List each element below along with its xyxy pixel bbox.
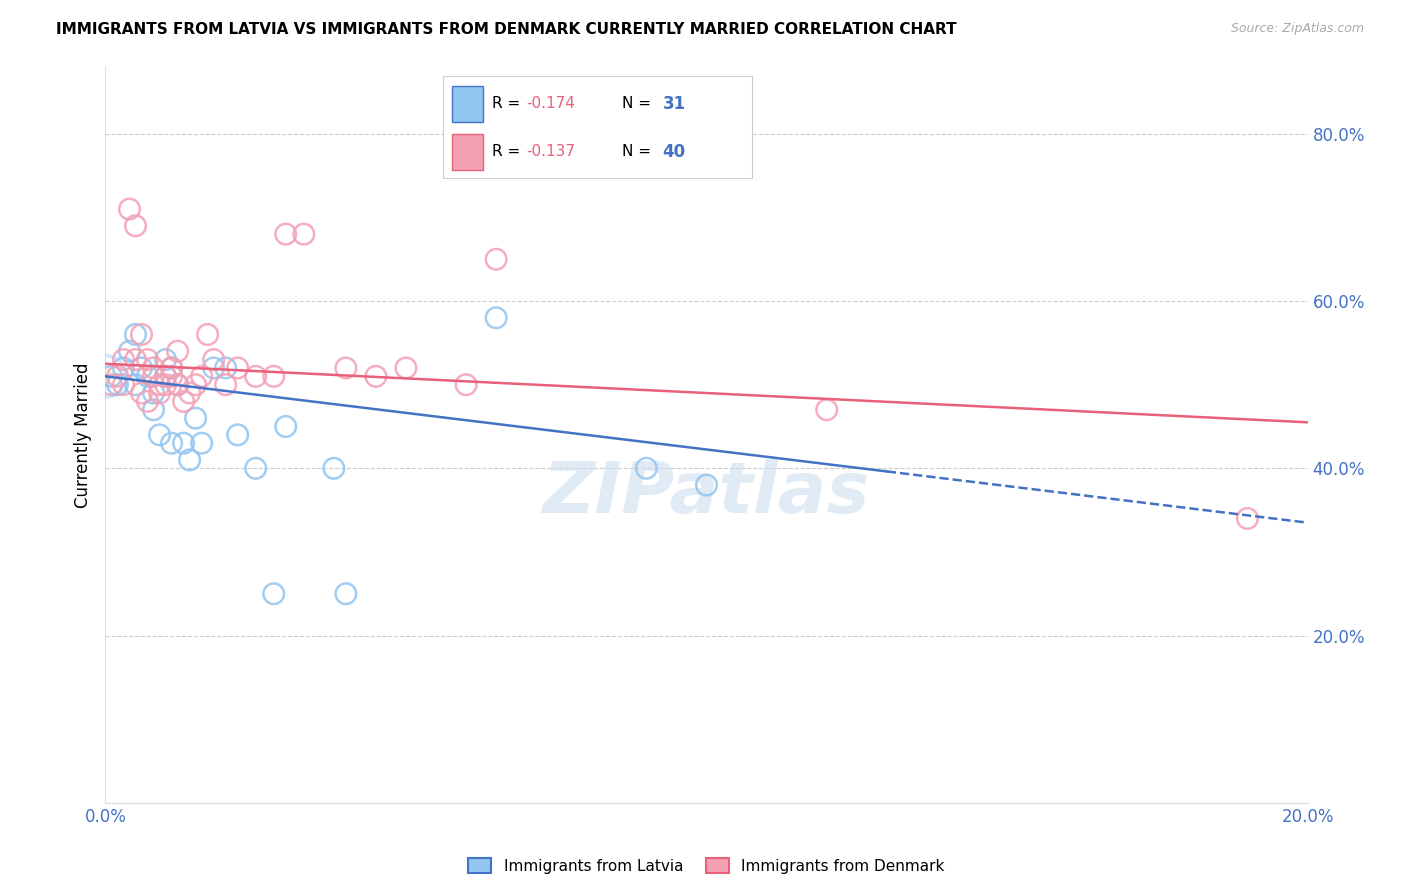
Bar xyxy=(453,87,484,122)
Point xyxy=(335,587,357,601)
Point xyxy=(485,310,508,325)
Point xyxy=(160,436,183,450)
Point xyxy=(190,436,212,450)
Point xyxy=(155,352,177,367)
Text: ZIPatlas: ZIPatlas xyxy=(543,459,870,528)
Point xyxy=(160,369,183,384)
Point xyxy=(131,386,153,401)
Point xyxy=(112,361,135,376)
Point xyxy=(160,361,183,376)
Point xyxy=(112,352,135,367)
Point xyxy=(202,352,225,367)
Point xyxy=(214,377,236,392)
Bar xyxy=(453,135,484,170)
Point xyxy=(245,369,267,384)
Point xyxy=(263,369,285,384)
Point xyxy=(166,377,188,392)
Point xyxy=(815,402,838,417)
Point xyxy=(197,327,219,342)
Point xyxy=(136,369,159,384)
Point xyxy=(184,377,207,392)
Point xyxy=(179,386,201,401)
Text: R =: R = xyxy=(492,96,526,111)
Point xyxy=(131,327,153,342)
Point xyxy=(274,419,297,434)
Text: N =: N = xyxy=(623,96,657,111)
Point xyxy=(322,461,344,475)
Point xyxy=(142,369,165,384)
Point xyxy=(179,453,201,467)
Legend: Immigrants from Latvia, Immigrants from Denmark: Immigrants from Latvia, Immigrants from … xyxy=(463,852,950,880)
Point xyxy=(202,361,225,376)
Point xyxy=(118,202,141,216)
Text: N =: N = xyxy=(623,145,657,160)
Point xyxy=(173,394,195,409)
Point xyxy=(395,361,418,376)
Point xyxy=(124,377,146,392)
Point xyxy=(100,369,122,384)
Point xyxy=(184,411,207,425)
Point xyxy=(118,344,141,359)
Point xyxy=(160,361,183,376)
Point xyxy=(263,587,285,601)
Text: R =: R = xyxy=(492,145,526,160)
Point xyxy=(142,386,165,401)
Y-axis label: Currently Married: Currently Married xyxy=(73,362,91,508)
Point xyxy=(107,369,129,384)
Point xyxy=(696,478,718,492)
Point xyxy=(292,227,315,242)
Text: IMMIGRANTS FROM LATVIA VS IMMIGRANTS FROM DENMARK CURRENTLY MARRIED CORRELATION : IMMIGRANTS FROM LATVIA VS IMMIGRANTS FRO… xyxy=(56,22,957,37)
Point xyxy=(166,377,188,392)
Point xyxy=(136,352,159,367)
Point xyxy=(214,361,236,376)
Point xyxy=(173,436,195,450)
Point xyxy=(226,428,249,442)
Point xyxy=(124,219,146,233)
Point xyxy=(155,377,177,392)
Point xyxy=(226,361,249,376)
Point xyxy=(100,377,122,392)
Point xyxy=(1236,511,1258,525)
Text: -0.174: -0.174 xyxy=(526,96,575,111)
Point xyxy=(142,402,165,417)
Point xyxy=(166,344,188,359)
Point xyxy=(107,377,129,392)
Text: 31: 31 xyxy=(662,95,686,112)
Text: -0.137: -0.137 xyxy=(526,145,575,160)
Text: 40: 40 xyxy=(662,143,686,161)
Point xyxy=(94,369,117,384)
Point xyxy=(148,386,170,401)
Point xyxy=(148,377,170,392)
Point xyxy=(131,361,153,376)
Point xyxy=(636,461,658,475)
Point xyxy=(112,377,135,392)
Point xyxy=(142,361,165,376)
Point xyxy=(155,369,177,384)
Point xyxy=(274,227,297,242)
Point xyxy=(335,361,357,376)
Point xyxy=(148,428,170,442)
Point xyxy=(364,369,387,384)
Point xyxy=(136,394,159,409)
Point xyxy=(485,252,508,267)
Point xyxy=(124,327,146,342)
Point xyxy=(190,369,212,384)
Text: Source: ZipAtlas.com: Source: ZipAtlas.com xyxy=(1230,22,1364,36)
Point xyxy=(454,377,477,392)
Point xyxy=(245,461,267,475)
Point xyxy=(155,369,177,384)
Point xyxy=(124,352,146,367)
